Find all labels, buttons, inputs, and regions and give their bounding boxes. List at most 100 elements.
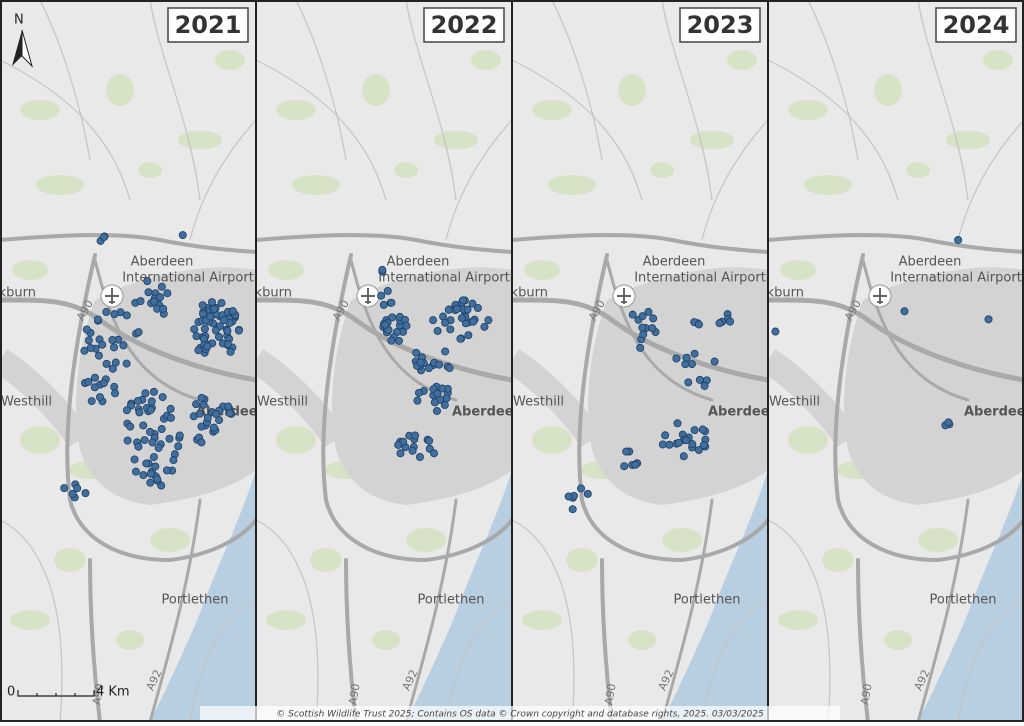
record-point (402, 321, 411, 330)
record-point (90, 383, 99, 392)
record-point (381, 320, 390, 329)
record-point (207, 298, 216, 307)
record-point (442, 394, 451, 403)
year-box (679, 7, 761, 43)
record-point (710, 357, 719, 366)
record-point (430, 449, 439, 458)
record-point (416, 358, 425, 367)
scale-bar: 0 4 Km (7, 685, 130, 700)
record-point (433, 389, 442, 398)
place-label: Aberdeen (899, 255, 962, 270)
record-point (674, 438, 683, 447)
record-point (648, 324, 657, 333)
record-point (658, 440, 667, 449)
record-point (203, 342, 212, 351)
place-label: Westhill (513, 395, 564, 410)
record-point (108, 364, 117, 373)
record-point (415, 388, 424, 397)
record-point (197, 393, 206, 402)
record-point (159, 304, 168, 313)
record-point (425, 436, 434, 445)
record-point (130, 455, 139, 464)
record-point (408, 446, 417, 455)
record-point (631, 460, 640, 469)
record-point (700, 381, 709, 390)
record-point (123, 436, 132, 445)
record-point (100, 233, 109, 242)
record-point (388, 313, 397, 322)
place-label: Blackburn (0, 286, 36, 301)
record-point (166, 413, 175, 422)
record-point (146, 469, 155, 478)
record-point (86, 343, 95, 352)
road-label: A90 (90, 683, 107, 706)
record-point (214, 332, 223, 341)
record-point (638, 312, 647, 321)
year-label: 2021 (175, 11, 242, 39)
north-arrow: N (12, 13, 33, 68)
record-point (463, 305, 472, 314)
record-point (211, 326, 220, 335)
record-point (215, 416, 224, 425)
road-label: A90 (346, 683, 363, 706)
record-point (644, 307, 653, 316)
record-point (139, 471, 148, 480)
road-label: A90 (858, 683, 875, 706)
place-label: Blackburn (739, 286, 804, 301)
record-point (441, 347, 450, 356)
record-point (628, 310, 637, 319)
year-label: 2024 (943, 11, 1010, 39)
basemap (512, 0, 768, 722)
record-point (219, 316, 228, 325)
record-point (165, 434, 174, 443)
record-point (430, 398, 439, 407)
record-point (157, 425, 166, 434)
place-label: Aberdeen (131, 255, 194, 270)
record-point (93, 315, 102, 324)
record-point (149, 297, 158, 306)
year-box (423, 7, 505, 43)
scale-start: 0 (7, 685, 15, 700)
record-point (122, 359, 131, 368)
record-point (661, 431, 670, 440)
place-label: Blackburn (483, 286, 548, 301)
record-point (688, 440, 697, 449)
record-point (412, 348, 421, 357)
record-point (200, 324, 209, 333)
record-point (108, 336, 117, 345)
record-point (226, 347, 235, 356)
record-point (438, 384, 447, 393)
year-box (935, 7, 1017, 43)
record-point (457, 313, 466, 322)
record-point (699, 441, 708, 450)
place-label: Portlethen (418, 593, 485, 608)
record-point (480, 322, 489, 331)
record-point (102, 359, 111, 368)
record-point (210, 305, 219, 314)
record-point (379, 300, 388, 309)
record-point (456, 334, 465, 343)
record-point (217, 298, 226, 307)
record-point (726, 317, 735, 326)
record-point (95, 393, 104, 402)
place-label: Aberdeen (964, 405, 1024, 420)
place-label: Aberdeen (708, 405, 779, 420)
place-label: International Airport (378, 271, 510, 286)
record-point (192, 400, 201, 409)
record-point (110, 343, 119, 352)
record-point (715, 319, 724, 328)
record-point (110, 310, 119, 319)
year-box (167, 7, 249, 43)
record-point (577, 484, 586, 493)
basemap (256, 0, 512, 722)
record-point (154, 443, 163, 452)
record-point (396, 449, 405, 458)
record-point (698, 425, 707, 434)
record-point (166, 404, 175, 413)
record-point (163, 289, 172, 298)
record-point (153, 475, 162, 484)
record-point (234, 326, 243, 335)
record-point (681, 360, 690, 369)
